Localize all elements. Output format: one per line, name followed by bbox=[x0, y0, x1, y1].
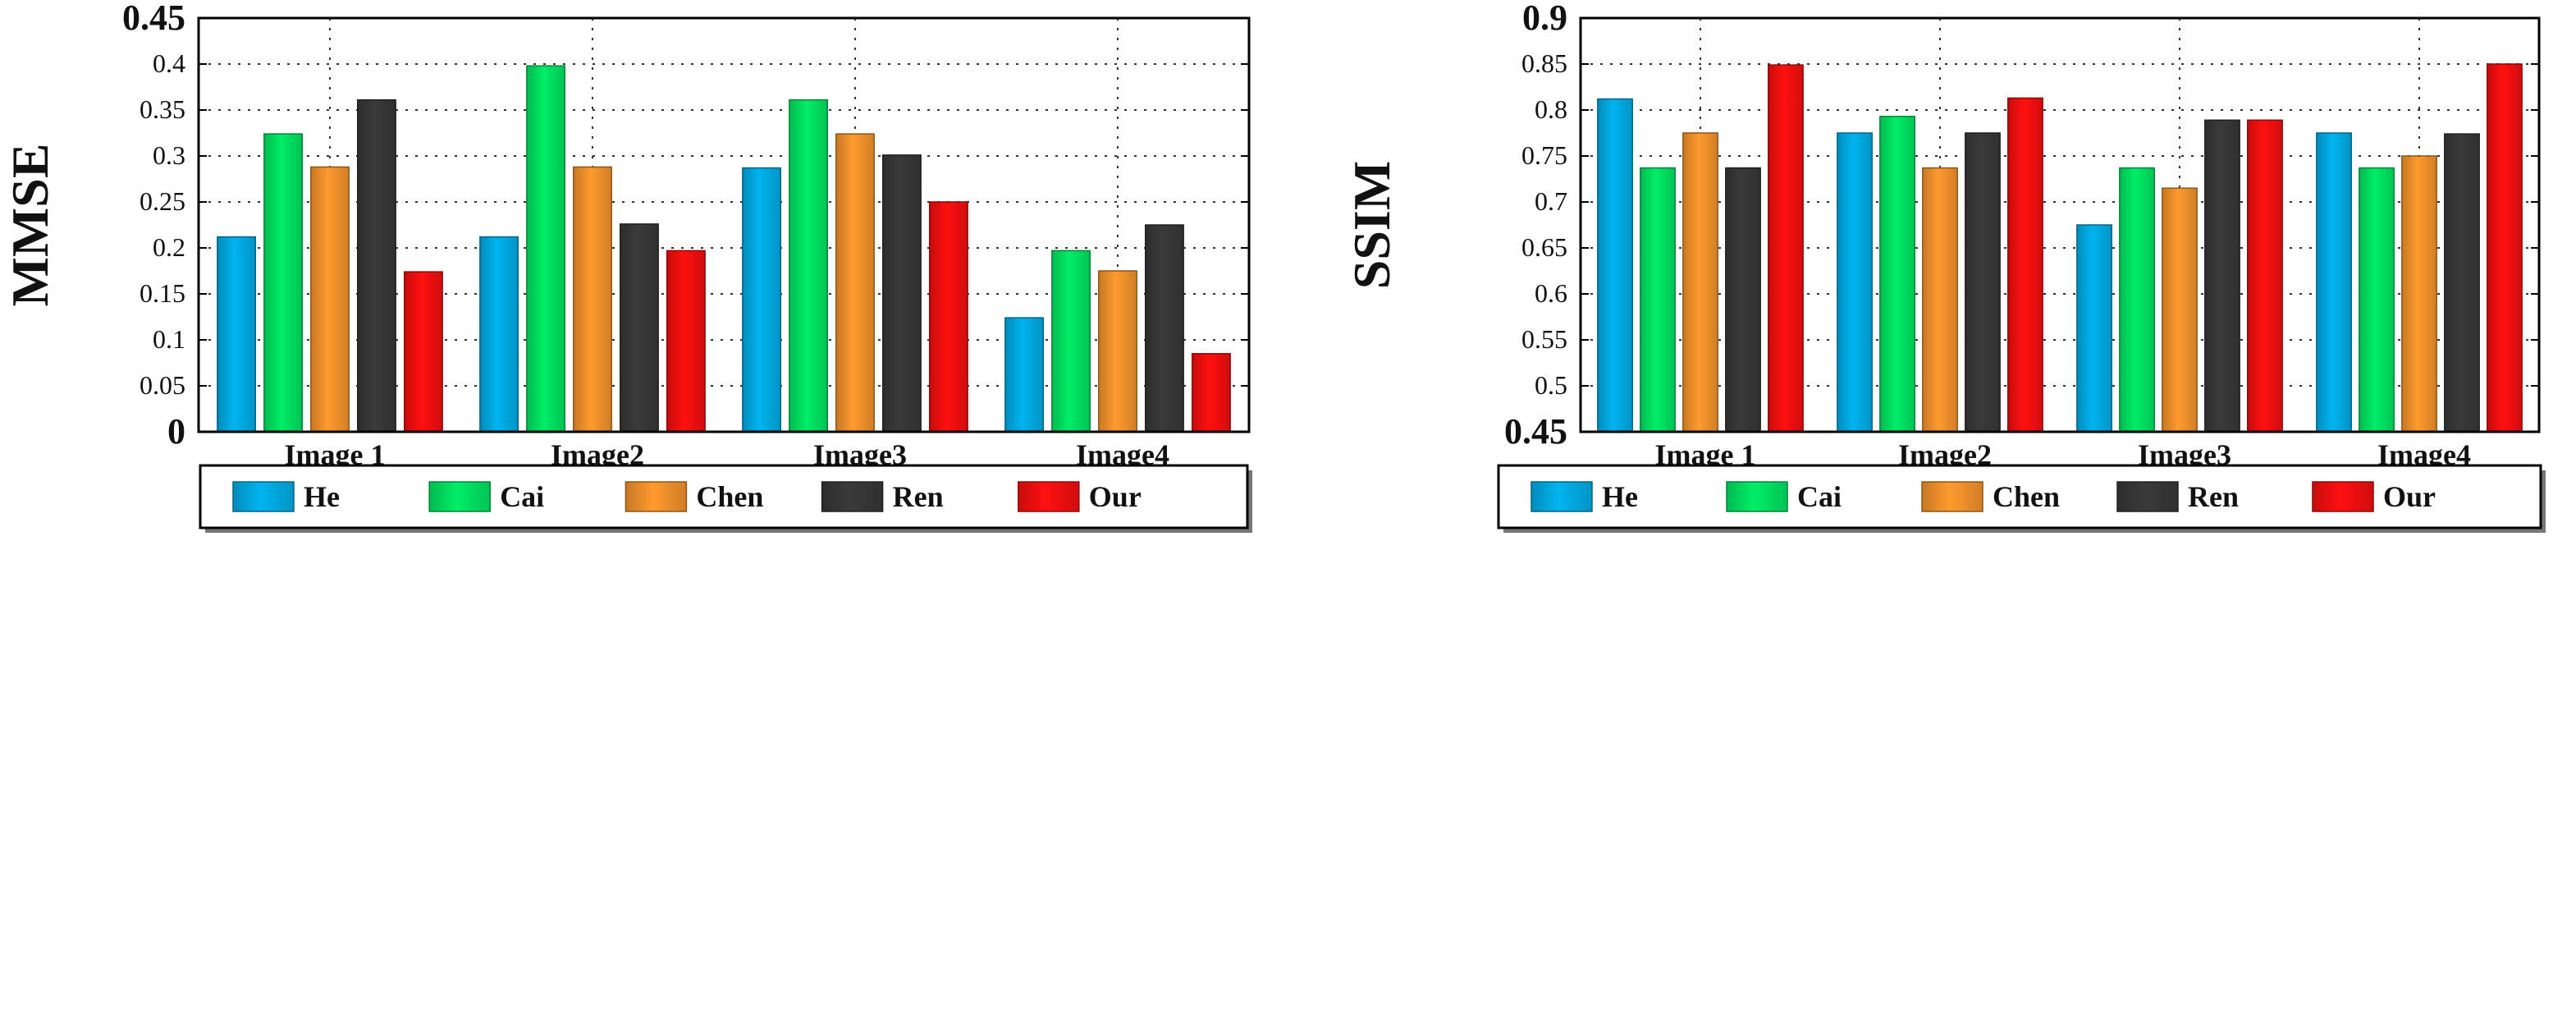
bar-he-1 bbox=[1597, 98, 1633, 433]
plot-area bbox=[199, 18, 1249, 432]
bar-ren-2 bbox=[620, 223, 659, 433]
y-tick-label: 0.05 bbox=[140, 370, 185, 400]
bar-chen-3 bbox=[835, 133, 875, 433]
bar-cai-2 bbox=[526, 65, 565, 433]
plot-area bbox=[1581, 18, 2539, 432]
y-tick-label: 0.2 bbox=[153, 232, 185, 262]
bar-cai-4 bbox=[1051, 250, 1091, 433]
legend-swatch-he bbox=[1531, 481, 1593, 512]
legend-swatch-cai bbox=[1726, 481, 1788, 512]
y-tick-label: 0.25 bbox=[140, 186, 185, 216]
bar-our-1 bbox=[403, 271, 443, 433]
bar-chen-1 bbox=[1682, 132, 1718, 433]
legend-label-he: He bbox=[304, 480, 340, 513]
bar-he-2 bbox=[1837, 132, 1873, 433]
ssim-chart: 0.450.50.550.60.650.70.750.80.850.9Image… bbox=[1343, 0, 2546, 533]
bar-ren-3 bbox=[882, 154, 922, 433]
bar-he-1 bbox=[217, 236, 257, 433]
plot-frame bbox=[1579, 16, 2541, 433]
legend-label-ren: Ren bbox=[893, 480, 944, 513]
y-tick-label: 0.35 bbox=[140, 94, 185, 124]
y-tick-label: 0.55 bbox=[1521, 324, 1567, 354]
bar-ren-2 bbox=[1965, 132, 2001, 433]
bar-our-2 bbox=[2007, 97, 2043, 433]
y-tick-label: 0.45 bbox=[122, 0, 185, 38]
legend-label-chen: Chen bbox=[696, 480, 763, 513]
legend-swatch-ren bbox=[821, 481, 884, 512]
y-tick-label: 0.15 bbox=[140, 278, 185, 308]
bar-our-3 bbox=[928, 201, 968, 433]
y-tick-label: 0.75 bbox=[1521, 140, 1567, 170]
legend-label-our: Our bbox=[2383, 480, 2436, 513]
bar-ren-4 bbox=[1145, 224, 1184, 433]
y-tick-label: 0.8 bbox=[1535, 94, 1567, 124]
y-tick-label: 0.3 bbox=[153, 140, 185, 170]
y-tick-label: 0.9 bbox=[1522, 0, 1567, 38]
bar-he-4 bbox=[1004, 317, 1045, 433]
legend-swatch-ren bbox=[2116, 481, 2179, 512]
y-axis-title: SSIM bbox=[1343, 161, 1401, 290]
bar-our-4 bbox=[1191, 353, 1231, 433]
bar-our-2 bbox=[666, 250, 706, 433]
y-tick-label: 0.6 bbox=[1535, 278, 1567, 308]
legend-label-ren: Ren bbox=[2188, 480, 2239, 513]
bar-cai-3 bbox=[2119, 167, 2155, 433]
bar-chen-1 bbox=[310, 166, 350, 433]
y-tick-label: 0.7 bbox=[1535, 186, 1567, 216]
bar-chen-4 bbox=[1098, 270, 1137, 433]
y-tick-label: 0.4 bbox=[153, 48, 185, 78]
bar-our-4 bbox=[2487, 63, 2523, 433]
y-tick-label: 0.5 bbox=[1535, 370, 1567, 400]
bar-cai-3 bbox=[789, 99, 828, 433]
legend-swatch-chen bbox=[625, 481, 688, 512]
legend-label-our: Our bbox=[1089, 480, 1142, 513]
bar-cai-1 bbox=[1640, 167, 1676, 433]
bar-he-2 bbox=[479, 236, 519, 433]
legend-swatch-cai bbox=[428, 481, 491, 512]
bar-chen-4 bbox=[2401, 155, 2437, 433]
y-tick-label: 0.1 bbox=[153, 324, 185, 354]
bar-chen-2 bbox=[1922, 167, 1958, 433]
bar-cai-2 bbox=[1879, 116, 1915, 433]
legend-label-cai: Cai bbox=[500, 480, 544, 513]
legend-swatch-he bbox=[232, 481, 295, 512]
bar-he-3 bbox=[2076, 224, 2112, 433]
bar-ren-3 bbox=[2204, 119, 2240, 433]
bar-ren-4 bbox=[2444, 133, 2480, 433]
legend-swatch-our bbox=[1018, 481, 1080, 512]
y-tick-label: 0 bbox=[167, 411, 185, 452]
bar-ren-1 bbox=[357, 99, 396, 433]
bar-chen-3 bbox=[2162, 187, 2198, 433]
bar-our-3 bbox=[2247, 119, 2283, 433]
bar-he-4 bbox=[2316, 132, 2352, 433]
bar-chen-2 bbox=[573, 166, 612, 433]
legend-label-he: He bbox=[1602, 480, 1638, 513]
bar-ren-1 bbox=[1725, 167, 1761, 433]
legend-label-cai: Cai bbox=[1797, 480, 1842, 513]
bar-cai-1 bbox=[263, 133, 303, 433]
bar-he-3 bbox=[742, 167, 782, 433]
bar-cai-4 bbox=[2359, 167, 2395, 433]
y-tick-label: 0.65 bbox=[1521, 232, 1567, 262]
plot-frame bbox=[197, 16, 1251, 433]
y-tick-label: 0.85 bbox=[1521, 48, 1567, 78]
y-axis-title: MMSE bbox=[1, 143, 59, 306]
legend-swatch-our bbox=[2312, 481, 2374, 512]
legend-label-chen: Chen bbox=[1993, 480, 2060, 513]
legend-swatch-chen bbox=[1921, 481, 1983, 512]
bar-our-1 bbox=[1768, 64, 1804, 433]
y-tick-label: 0.45 bbox=[1504, 411, 1567, 452]
